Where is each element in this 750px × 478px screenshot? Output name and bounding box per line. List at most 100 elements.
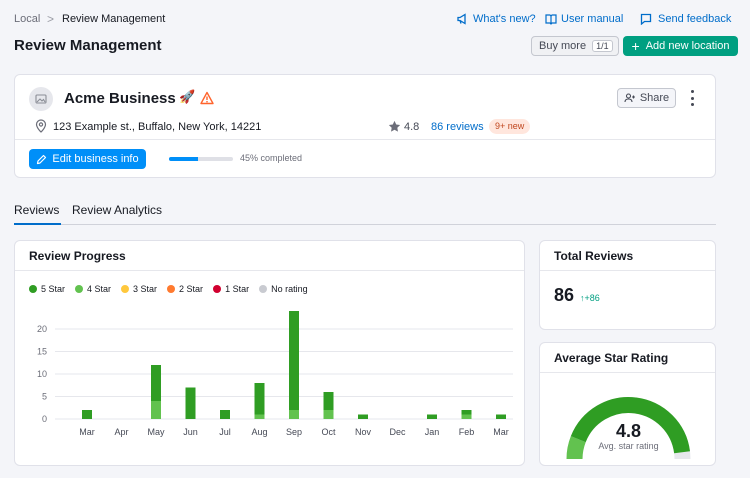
review-progress-title: Review Progress xyxy=(29,249,126,263)
edit-business-info-label: Edit business info xyxy=(52,153,139,165)
legend-label: No rating xyxy=(271,284,308,294)
legend-label: 3 Star xyxy=(133,284,158,294)
bar-segment xyxy=(358,414,368,419)
average-rating-card: Average Star Rating 4.8 Avg. star rating xyxy=(539,342,716,466)
total-reviews-value: 86 xyxy=(554,285,575,305)
x-tick-label: Mar xyxy=(493,427,509,437)
x-tick-label: Apr xyxy=(114,427,128,437)
bar-segment xyxy=(185,387,196,419)
average-rating-title: Average Star Rating xyxy=(554,351,669,365)
y-tick-label: 20 xyxy=(37,324,47,334)
y-tick-label: 10 xyxy=(37,369,47,379)
legend-dot xyxy=(213,285,222,293)
rocket-icon: 🚀 xyxy=(179,89,196,104)
edit-business-info-button[interactable]: Edit business info xyxy=(29,149,146,169)
chart-legend: 5 Star 4 Star 3 Star 2 Star 1 Star No rating xyxy=(29,284,308,294)
profile-progress-fill xyxy=(169,157,198,161)
tab-review-analytics[interactable]: Review Analytics xyxy=(72,203,163,217)
bar-segment xyxy=(254,414,265,419)
pencil-icon xyxy=(37,154,47,164)
card-header-divider xyxy=(15,270,524,271)
gauge-segment-high xyxy=(570,397,691,454)
legend-item[interactable]: 4 Star xyxy=(75,284,111,294)
bar-segment xyxy=(496,414,506,419)
total-reviews-title: Total Reviews xyxy=(554,249,634,263)
bar-segment xyxy=(151,365,161,401)
chat-icon xyxy=(640,13,652,25)
x-tick-label: May xyxy=(147,427,165,437)
buy-more-count: 1/1 xyxy=(592,40,613,52)
bar-segment xyxy=(151,401,161,419)
plus-icon: + xyxy=(631,38,640,54)
review-progress-chart: 0 5 10 15 20 Mar Apr May Jun Jul Aug Sep Oct Nov Dec Ja… xyxy=(37,311,513,437)
total-reviews-card: Total Reviews 86 ↑+86 xyxy=(539,240,716,330)
bar-segment xyxy=(323,392,334,410)
send-feedback-label: Send feedback xyxy=(658,13,732,25)
warning-icon[interactable] xyxy=(200,91,214,105)
x-tick-label: Jun xyxy=(183,427,198,437)
legend-label: 1 Star xyxy=(225,284,250,294)
average-rating-value: 4.8 xyxy=(615,421,642,441)
card-header-divider xyxy=(540,372,715,373)
y-tick-label: 5 xyxy=(42,392,47,402)
legend-label: 4 Star xyxy=(87,284,112,294)
business-address: 123 Example st., Buffalo, New York, 1422… xyxy=(53,121,262,133)
whats-new-link[interactable]: What's new? xyxy=(457,13,536,25)
bar-segment xyxy=(461,414,472,419)
tabs-baseline xyxy=(14,224,716,225)
total-reviews-delta: ↑+86 xyxy=(580,293,600,303)
legend-item[interactable]: 1 Star xyxy=(213,284,249,294)
rating-gauge xyxy=(566,397,691,460)
bar-segment xyxy=(427,414,437,419)
legend-dot xyxy=(259,285,268,293)
send-feedback-link[interactable]: Send feedback xyxy=(640,13,731,25)
bar-segment xyxy=(289,311,299,410)
x-tick-label: Aug xyxy=(251,427,267,437)
average-rating-caption: Avg. star rating xyxy=(598,441,659,451)
gauge-segment-low xyxy=(566,436,586,460)
bar-segment xyxy=(461,410,472,415)
more-options-icon[interactable] xyxy=(687,90,697,106)
x-tick-label: Oct xyxy=(321,427,336,437)
x-tick-label: Mar xyxy=(79,427,95,437)
y-tick-label: 0 xyxy=(42,414,47,424)
bar-segment xyxy=(220,410,230,419)
x-tick-label: Dec xyxy=(389,427,406,437)
add-new-location-button[interactable]: + Add new location xyxy=(623,36,738,56)
bar-segment xyxy=(82,410,92,419)
breadcrumb-root[interactable]: Local xyxy=(14,13,41,25)
new-reviews-badge: 9+ new xyxy=(489,119,531,134)
user-manual-link[interactable]: User manual xyxy=(545,13,623,25)
legend-item[interactable]: 2 Star xyxy=(167,284,203,294)
top-bar: Local > Review Management What's new? Us… xyxy=(0,0,750,36)
legend-dot xyxy=(121,285,130,293)
profile-progress-text: 45% completed xyxy=(240,153,303,163)
card-header-divider xyxy=(540,270,715,271)
legend-label: 2 Star xyxy=(179,284,204,294)
legend-item[interactable]: 5 Star xyxy=(29,284,65,294)
buy-more-label: Buy more xyxy=(539,40,587,52)
location-pin-icon xyxy=(35,119,47,133)
active-tab-indicator xyxy=(14,223,61,225)
legend-item[interactable]: 3 Star xyxy=(121,284,157,294)
legend-dot xyxy=(29,285,37,293)
legend-dot xyxy=(167,285,176,293)
bar-segment xyxy=(254,383,265,415)
breadcrumb-current: Review Management xyxy=(62,13,166,25)
legend-dot xyxy=(75,285,84,293)
add-location-label: Add new location xyxy=(645,40,730,52)
x-tick-label: Feb xyxy=(459,427,475,437)
page-title: Review Management xyxy=(14,37,162,54)
legend-item[interactable]: No rating xyxy=(259,284,308,294)
x-tick-label: Sep xyxy=(286,427,302,437)
card-divider xyxy=(15,139,715,140)
user-manual-label: User manual xyxy=(561,13,624,25)
megaphone-icon xyxy=(457,13,466,25)
x-tick-label: Nov xyxy=(355,427,372,437)
business-card: Acme Business 🚀 Share 123 Example st., B… xyxy=(14,74,716,178)
share-button[interactable]: Share xyxy=(617,88,676,108)
business-name: Acme Business xyxy=(64,90,176,107)
buy-more-button[interactable]: Buy more 1/1 xyxy=(531,36,619,56)
reviews-link[interactable]: 86 reviews xyxy=(431,121,484,133)
tab-reviews[interactable]: Reviews xyxy=(14,203,60,217)
